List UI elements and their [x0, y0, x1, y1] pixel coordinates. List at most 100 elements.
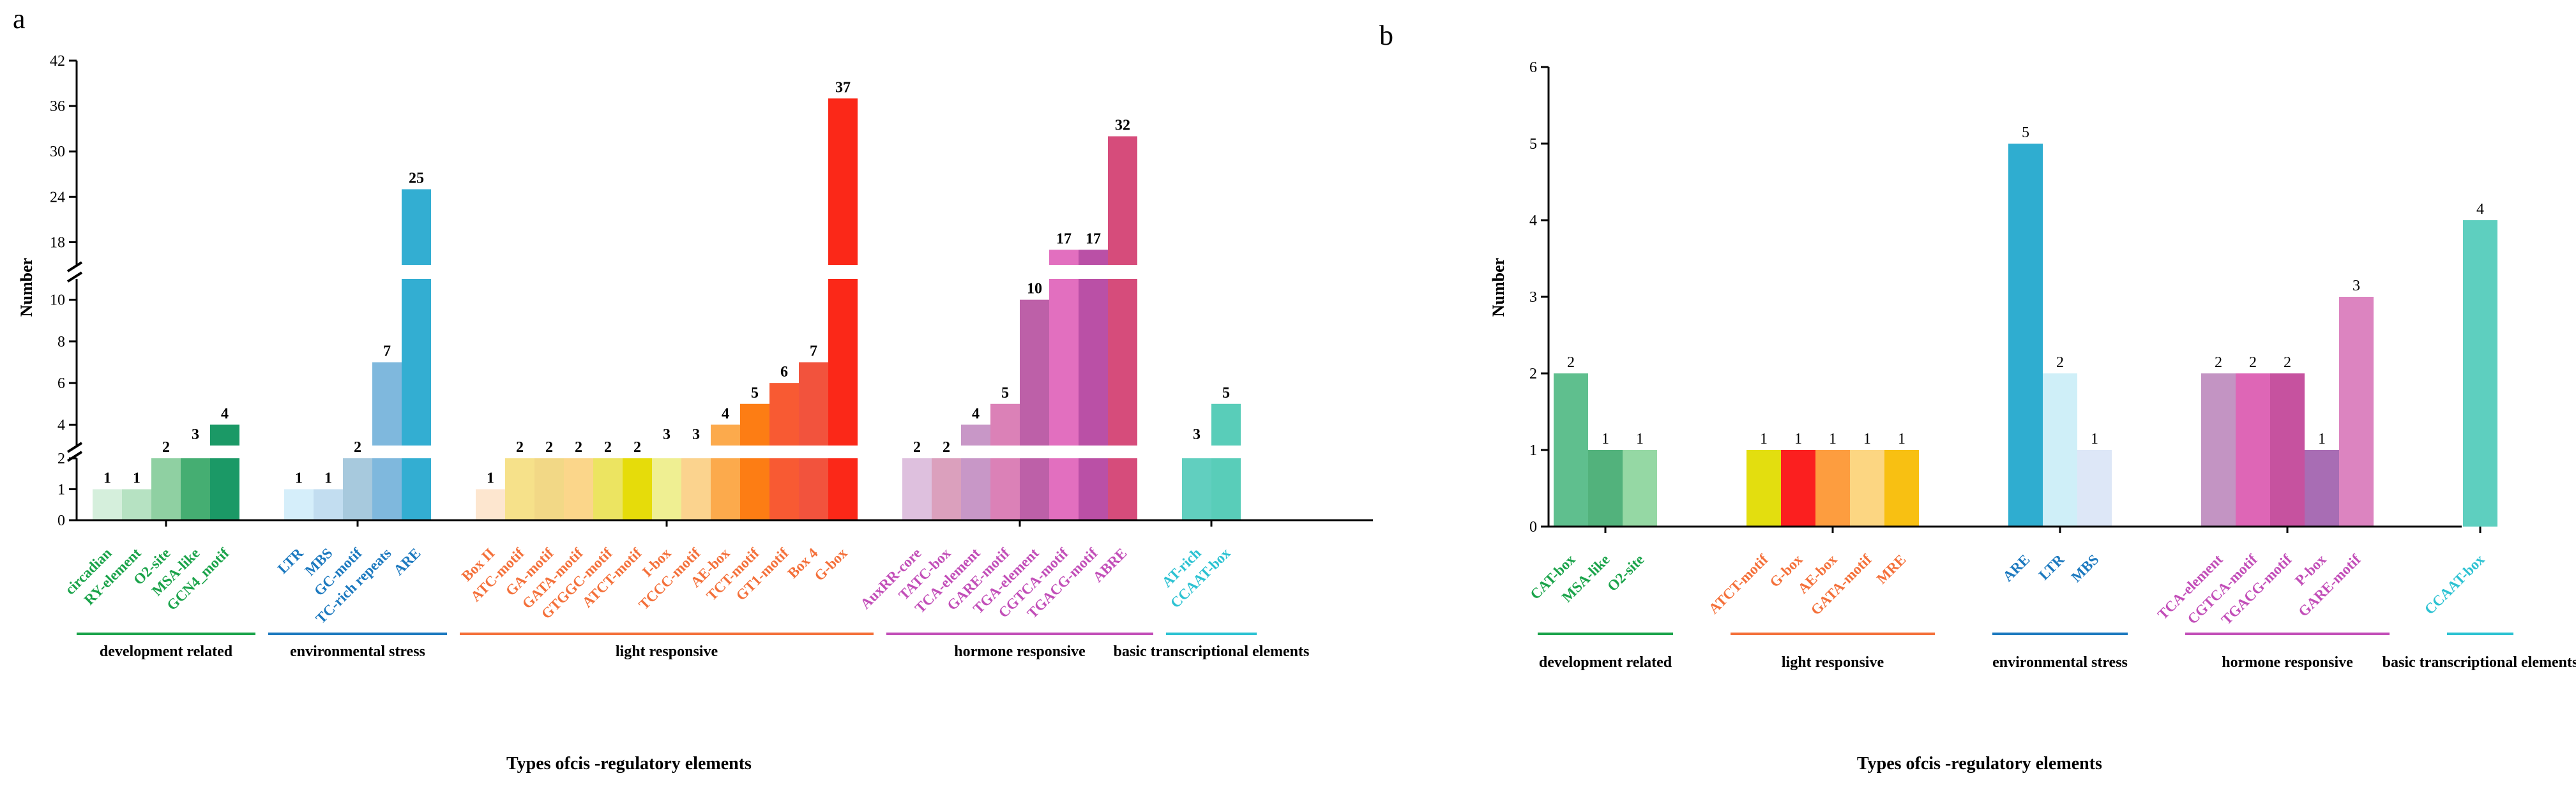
- bar-value-label: 3: [692, 426, 700, 443]
- panel-a-letter: a: [13, 3, 26, 34]
- bar-gata-motif: [1850, 450, 1884, 527]
- bar-break-gap: [710, 446, 741, 458]
- bar-break-gap: [372, 446, 402, 458]
- bar-value-label: 3: [2352, 278, 2360, 294]
- bar-value-label: 32: [1115, 117, 1130, 134]
- category-label: O2-site: [1604, 551, 1647, 594]
- bar-break-gap: [1181, 446, 1212, 458]
- y-tick-label: 18: [50, 234, 65, 251]
- bar-break-gap: [1107, 265, 1138, 279]
- bar-value-label: 3: [1193, 426, 1201, 443]
- bar-ccaat-box: [2463, 220, 2497, 527]
- bar-g-box: [1781, 450, 1815, 527]
- bar-value-label: 2: [2215, 354, 2222, 371]
- y-tick-label: 30: [50, 144, 65, 160]
- bar-value-label: 2: [633, 439, 641, 456]
- bar-tca-element: [961, 424, 990, 520]
- y-tick-label: 4: [1529, 213, 1537, 229]
- bar-break-gap: [769, 446, 799, 458]
- bar-break-gap: [401, 446, 432, 458]
- bar-atct-motif: [1746, 450, 1781, 527]
- y-tick-label: 2: [1529, 366, 1537, 382]
- bar-break-gap: [1211, 446, 1241, 458]
- y-tick-label: 10: [50, 292, 65, 309]
- bar-value-label: 2: [162, 439, 170, 456]
- bar-value-label: 2: [575, 439, 582, 456]
- group-label: development related: [100, 643, 233, 660]
- y-tick-label: 5: [1529, 136, 1537, 153]
- bar-break-gap: [180, 446, 211, 458]
- panel-a-plot: 0124681018243036421circadian1RY-element2…: [50, 53, 1373, 660]
- bar-value-label: 17: [1056, 230, 1072, 247]
- bar-break-gap: [798, 446, 829, 458]
- bar-value-label: 17: [1086, 230, 1101, 247]
- bar-cgtca-motif: [2236, 373, 2270, 527]
- bar-tgacg-motif: [1079, 250, 1108, 520]
- category-label: ATCT-motif: [1706, 551, 1771, 617]
- y-tick-label: 2: [57, 451, 65, 467]
- axis-break-mark: [66, 442, 83, 453]
- bar-ltr: [2043, 373, 2077, 527]
- bar-ga-motif: [534, 458, 564, 520]
- y-tick-label: 0: [57, 513, 65, 529]
- bar-break-gap: [990, 446, 1020, 458]
- bar-atct-motif: [623, 458, 652, 520]
- y-tick-label: 1: [1529, 442, 1537, 459]
- bar-value-label: 10: [1027, 281, 1042, 297]
- bar-value-label: 2: [2284, 354, 2291, 371]
- bar-gc-motif: [343, 458, 372, 520]
- bar-gare-motif: [2339, 297, 2374, 527]
- bar-break-gap: [828, 446, 858, 458]
- y-tick-label: 3: [1529, 289, 1537, 306]
- bar-value-label: 4: [972, 405, 980, 422]
- bar-value-label: 2: [354, 439, 361, 456]
- group-label: basic transcriptional elements: [2383, 654, 2576, 671]
- bar-value-label: 2: [604, 439, 612, 456]
- bar-break-gap: [401, 265, 432, 279]
- bar-value-label: 5: [751, 385, 759, 401]
- bar-ae-box: [1815, 450, 1850, 527]
- bar-break-gap: [651, 446, 682, 458]
- bar-break-gap: [1078, 446, 1109, 458]
- bar-box-ii: [476, 489, 505, 520]
- category-label: MBS: [2068, 551, 2102, 585]
- bar-break-gap: [1049, 265, 1079, 279]
- bar-ccaat-box: [1211, 403, 1241, 520]
- bar-break-gap: [1049, 446, 1079, 458]
- bar-are: [402, 189, 431, 521]
- bar-break-gap: [739, 446, 770, 458]
- bar-value-label: 1: [1636, 431, 1644, 447]
- bar-value-label: 2: [516, 439, 524, 456]
- bar-value-label: 4: [722, 405, 729, 422]
- bar-cgtca-motif: [1049, 250, 1079, 520]
- bar-value-label: 2: [545, 439, 553, 456]
- bar-value-label: 1: [133, 470, 140, 487]
- bar-value-label: 1: [1829, 431, 1837, 447]
- bar-gcn4-motif: [210, 424, 239, 520]
- group-label: hormone responsive: [954, 643, 1086, 660]
- bar-value-label: 4: [2476, 201, 2484, 218]
- bar-value-label: 7: [810, 343, 817, 360]
- panel-b-x-axis-label: Types ofcis -regulatory elements: [1857, 754, 2102, 774]
- bar-o2-site: [151, 458, 181, 520]
- bar-value-label: 7: [383, 343, 391, 360]
- bar-value-label: 37: [835, 79, 851, 96]
- bar-abre: [1108, 136, 1137, 520]
- bar-ltr: [284, 489, 314, 520]
- bar-break-gap: [828, 265, 858, 279]
- bar-value-label: 5: [2022, 124, 2029, 141]
- axis-break-mark: [66, 451, 83, 462]
- y-tick-label: 0: [1529, 519, 1537, 536]
- bar-value-label: 1: [295, 470, 303, 487]
- bar-value-label: 1: [1794, 431, 1802, 447]
- category-label: LTR: [275, 545, 307, 577]
- bar-are: [2008, 144, 2043, 527]
- bar-msa-like: [1588, 450, 1623, 527]
- y-tick-label: 36: [50, 98, 65, 115]
- bar-tct-motif: [740, 403, 769, 520]
- bar-atc-motif: [505, 458, 534, 520]
- bar-mre: [1884, 450, 1919, 527]
- bar-value-label: 2: [943, 439, 950, 456]
- bar-gata-motif: [564, 458, 593, 520]
